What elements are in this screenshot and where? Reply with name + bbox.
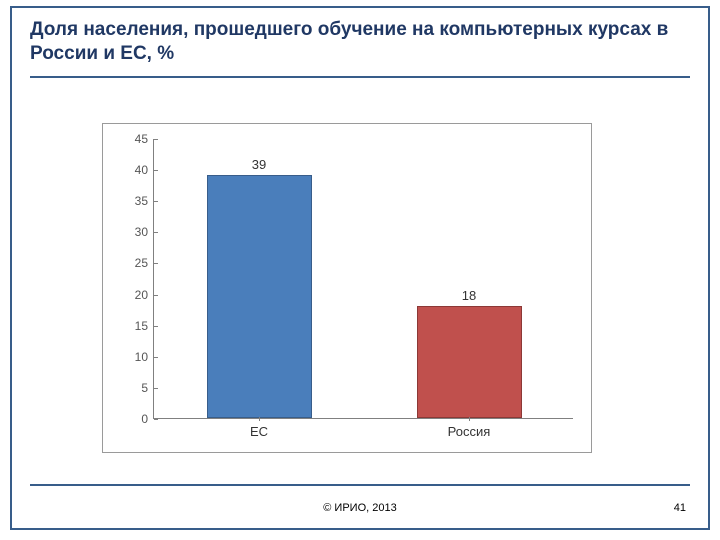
y-axis-tick: 45 bbox=[114, 132, 154, 146]
footer-divider bbox=[30, 484, 690, 486]
y-axis-tick: 20 bbox=[114, 288, 154, 302]
y-axis-tick: 15 bbox=[114, 319, 154, 333]
slide-frame: Доля населения, прошедшего обучение на к… bbox=[10, 6, 710, 530]
y-axis-tick: 30 bbox=[114, 225, 154, 239]
page-title: Доля населения, прошедшего обучение на к… bbox=[12, 8, 708, 72]
y-axis-tick: 40 bbox=[114, 163, 154, 177]
bar-chart: 05101520253035404539ЕС18Россия bbox=[102, 123, 592, 453]
y-axis-tick: 10 bbox=[114, 350, 154, 364]
bar-value-label: 18 bbox=[418, 288, 521, 307]
bar-value-label: 39 bbox=[208, 157, 311, 176]
y-axis-tick: 25 bbox=[114, 256, 154, 270]
x-axis-label: ЕС bbox=[207, 418, 312, 439]
x-axis-label: Россия bbox=[417, 418, 522, 439]
y-axis-tick: 35 bbox=[114, 194, 154, 208]
chart-bar: 18 bbox=[417, 306, 522, 418]
y-axis-tick: 5 bbox=[114, 381, 154, 395]
chart-bar: 39 bbox=[207, 175, 312, 418]
y-axis-tick: 0 bbox=[114, 412, 154, 426]
copyright-text: © ИРИО, 2013 bbox=[12, 502, 708, 514]
title-underline bbox=[30, 76, 690, 78]
page-number: 41 bbox=[674, 502, 686, 514]
chart-plot-area: 05101520253035404539ЕС18Россия bbox=[153, 139, 573, 419]
